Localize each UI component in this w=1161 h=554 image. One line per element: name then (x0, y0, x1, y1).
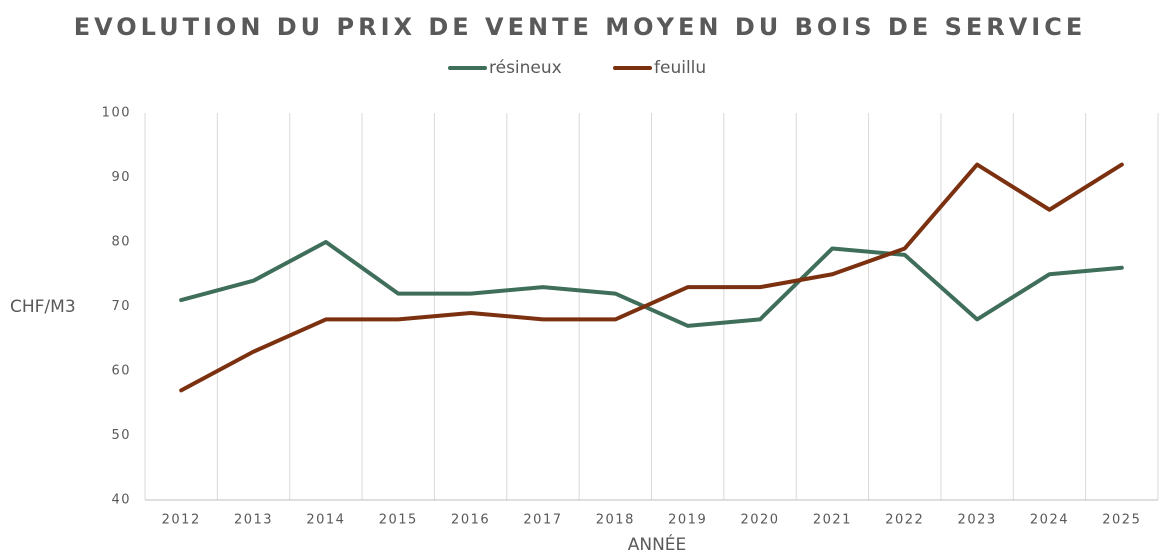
x-axis-label: ANNÉE (628, 533, 687, 554)
x-tick-label: 2017 (523, 513, 562, 528)
x-tick-label: 2019 (668, 513, 707, 528)
y-tick-label: 40 (111, 493, 131, 508)
y-tick-label: 90 (111, 170, 131, 185)
y-tick-label: 60 (111, 364, 131, 379)
legend-label: résineux (489, 58, 562, 78)
x-tick-label: 2024 (1030, 513, 1069, 528)
x-tick-label: 2014 (306, 513, 345, 528)
x-tick-label: 2016 (451, 513, 490, 528)
x-tick-label: 2020 (740, 513, 779, 528)
legend-label: feuillu (654, 58, 706, 78)
x-tick-label: 2015 (379, 513, 418, 528)
x-tick-label: 2022 (885, 513, 924, 528)
x-tick-label: 2013 (234, 513, 273, 528)
x-tick-label: 2021 (813, 513, 852, 528)
x-tick-label: 2018 (596, 513, 635, 528)
y-tick-label: 50 (111, 428, 131, 443)
y-tick-label: 100 (102, 106, 131, 121)
y-axis-label: CHF/M3 (10, 297, 76, 317)
chart-title: EVOLUTION DU PRIX DE VENTE MOYEN DU BOIS… (74, 13, 1087, 41)
x-tick-label: 2025 (1102, 513, 1141, 528)
line-series (179, 162, 1124, 393)
y-tick-label: 80 (111, 235, 131, 250)
x-tick-label: 2012 (162, 513, 201, 528)
line-series (179, 240, 1124, 328)
x-tick-label: 2023 (958, 513, 997, 528)
y-tick-label: 70 (111, 299, 131, 314)
